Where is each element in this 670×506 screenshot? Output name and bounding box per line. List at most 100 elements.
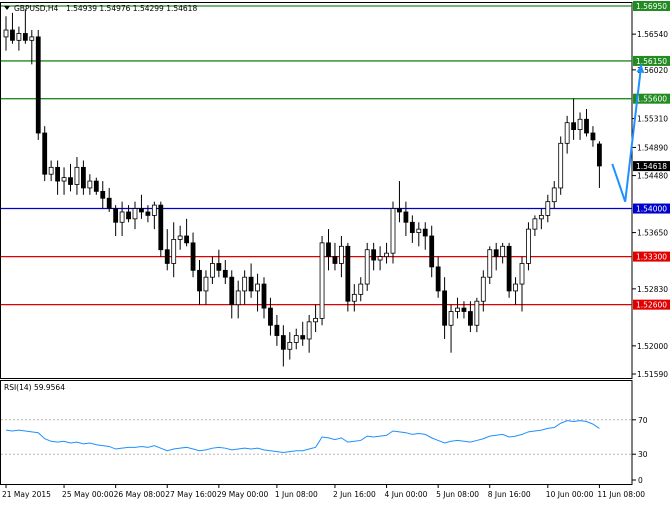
rsi-label: RSI(14) 59.9564: [4, 383, 65, 392]
time-tick-label: 2 Jun 16:00: [333, 490, 376, 499]
candle-bear: [443, 291, 447, 325]
candle-bear: [275, 325, 279, 335]
candle-bull: [307, 322, 311, 339]
candle-bull: [256, 284, 260, 291]
candle-bull: [481, 277, 485, 301]
candle-bear: [191, 243, 195, 270]
candle-bull: [378, 257, 382, 260]
candle-bull: [62, 178, 66, 181]
candle-bull: [4, 30, 8, 37]
candle-bear: [346, 246, 350, 301]
candle-bull: [514, 284, 518, 291]
candle-bear: [165, 250, 169, 264]
candle-bull: [559, 143, 563, 188]
candle-bear: [430, 236, 434, 267]
candle-bear: [56, 167, 60, 181]
candle-bull: [210, 263, 214, 277]
candle-bull: [391, 209, 395, 254]
candle-bull: [204, 277, 208, 291]
rsi-tick-label: 70: [638, 416, 648, 425]
candle-bear: [159, 205, 163, 250]
level-price-label: 1.52600: [636, 301, 667, 310]
time-tick-label: 29 May 00:00: [217, 490, 269, 499]
candle-bull: [578, 119, 582, 129]
candle-bull: [30, 37, 34, 40]
price-tick-label: 1.54480: [637, 172, 668, 181]
candle-bear: [301, 336, 305, 339]
candle-bull: [152, 205, 156, 215]
candle-bull: [120, 212, 124, 222]
time-tick-label: 8 Jun 16:00: [488, 490, 531, 499]
price-tick-label: 1.52000: [637, 342, 668, 351]
candle-bear: [81, 167, 85, 188]
candle-bear: [127, 212, 131, 219]
level-price-label: 1.55600: [636, 95, 667, 104]
time-tick-label: 10 Jun 00:00: [546, 490, 594, 499]
candle-bear: [217, 263, 221, 270]
time-tick-label: 4 Jun 00:00: [385, 490, 428, 499]
price-tick-label: 1.56540: [637, 30, 668, 39]
price-tick-label: 1.51590: [637, 370, 668, 379]
candle-bear: [572, 123, 576, 130]
candle-bear: [462, 308, 466, 311]
candle-bull: [17, 33, 21, 40]
candle-bull: [359, 284, 363, 294]
candle-bear: [10, 30, 14, 40]
level-price-label: 1.56950: [636, 2, 667, 11]
candle-bear: [507, 246, 511, 291]
candle-bear: [94, 181, 98, 191]
time-tick-label: 26 May 08:00: [114, 490, 166, 499]
candle-bear: [397, 209, 401, 212]
candle-bull: [133, 209, 137, 219]
candle-bear: [404, 212, 408, 222]
candle-bull: [75, 167, 79, 184]
current-price-label: 1.54618: [636, 162, 667, 171]
candle-bull: [172, 239, 176, 263]
candle-bear: [591, 133, 595, 140]
candle-bull: [552, 188, 556, 202]
level-price-label: 1.53300: [636, 253, 667, 262]
candle-bear: [114, 209, 118, 223]
candle-bear: [468, 312, 472, 326]
price-tick-label: 1.52830: [637, 285, 668, 294]
candle-bull: [365, 250, 369, 284]
candle-bull: [243, 277, 247, 291]
candle-bull: [49, 167, 53, 174]
candle-bull: [294, 336, 298, 343]
candle-bear: [249, 277, 253, 291]
candle-bear: [597, 144, 601, 166]
candle-bear: [230, 277, 234, 304]
level-price-label: 1.54000: [636, 205, 667, 214]
candle-bear: [185, 236, 189, 243]
candle-bull: [320, 243, 324, 319]
candle-bull: [533, 219, 537, 229]
price-tick-label: 1.54890: [637, 143, 668, 152]
candle-bull: [501, 246, 505, 256]
time-tick-label: 21 May 2015: [2, 490, 51, 499]
candle-bull: [539, 215, 543, 218]
candle-bear: [43, 133, 47, 174]
candle-bear: [268, 308, 272, 325]
candle-bull: [449, 312, 453, 326]
candle-bear: [436, 267, 440, 291]
candle-bear: [372, 250, 376, 260]
candle-bull: [385, 253, 389, 256]
candle-bull: [236, 291, 240, 305]
price-tick-label: 1.55310: [637, 115, 668, 124]
candle-bear: [410, 222, 414, 232]
candle-bull: [339, 246, 343, 263]
ohlc-header: 1.54939 1.54976 1.54299 1.54618: [66, 4, 197, 13]
candle-bear: [262, 284, 266, 308]
candle-bull: [352, 294, 356, 301]
candle-bull: [526, 229, 530, 263]
candle-bull: [520, 263, 524, 284]
candle-bear: [69, 178, 73, 185]
candle-bear: [107, 198, 111, 208]
candle-bull: [314, 318, 318, 321]
candle-bear: [585, 119, 589, 133]
candle-bull: [456, 308, 460, 311]
candle-bull: [475, 301, 479, 325]
candle-bear: [281, 336, 285, 350]
